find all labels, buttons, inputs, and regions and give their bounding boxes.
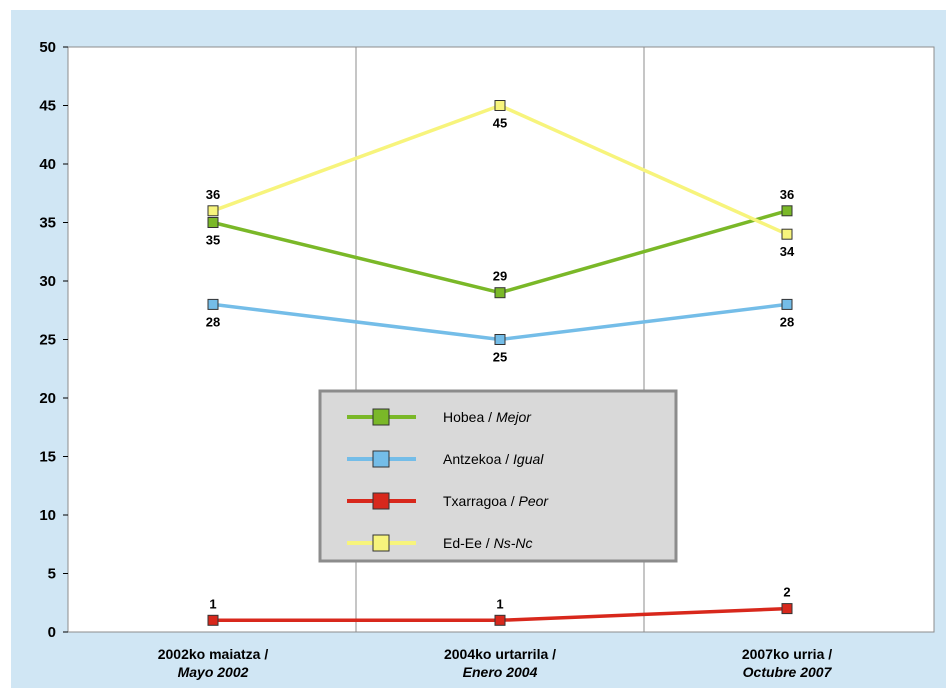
y-tick-label: 20 [39, 390, 56, 407]
data-point-hobea [781, 205, 793, 217]
data-label: 36 [780, 187, 794, 202]
legend-label: Antzekoa / Igual [443, 451, 544, 467]
data-label: 35 [206, 233, 220, 248]
legend-swatch-marker [372, 450, 390, 468]
data-point-ed-ee [781, 228, 793, 240]
data-labels: 1 1 2 28 25 28 35 29 36 36 45 34 [206, 116, 795, 612]
x-tick-label: 2004ko urtarrila / [444, 646, 556, 662]
x-tick-label-sub: Enero 2004 [463, 664, 538, 680]
y-tick-label: 5 [48, 566, 56, 583]
data-label: 2 [783, 585, 790, 600]
data-point-ed-ee [494, 100, 506, 111]
legend-swatch-marker [372, 534, 390, 552]
data-label: 28 [780, 314, 794, 329]
x-tick-label-sub: Octubre 2007 [743, 664, 833, 680]
x-axis: 2002ko maiatza / Mayo 2002 2004ko urtarril… [158, 646, 833, 680]
legend-swatch-marker [372, 408, 390, 426]
x-tick-label-sub: Mayo 2002 [178, 664, 249, 680]
data-label: 36 [206, 187, 220, 202]
data-label: 1 [496, 596, 503, 611]
x-tick-label: 2002ko maiatza / [158, 646, 269, 662]
legend-label: Hobea / Mejor [443, 409, 532, 425]
data-point-txarragoa [494, 614, 506, 626]
x-tick-label: 2007ko urria / [742, 646, 832, 662]
y-tick-label: 25 [39, 332, 56, 349]
y-tick-label: 35 [39, 215, 56, 232]
y-tick-label: 50 [39, 39, 56, 56]
data-point-hobea [207, 217, 219, 228]
legend-label: Txarragoa / Peor [443, 493, 549, 509]
data-point-antzekoa [207, 298, 219, 310]
data-label: 28 [206, 314, 220, 329]
data-point-txarragoa [781, 603, 793, 615]
data-point-antzekoa [781, 298, 793, 310]
data-label: 1 [209, 596, 216, 611]
y-tick-label: 30 [39, 273, 56, 290]
data-label: 45 [493, 116, 507, 131]
y-tick-label: 45 [39, 98, 56, 115]
y-tick-label: 0 [48, 624, 56, 641]
y-tick-label: 40 [39, 156, 56, 173]
data-label: 25 [493, 350, 507, 365]
y-axis: 0 5 10 15 20 25 30 35 40 45 50 [39, 39, 68, 641]
data-label: 34 [780, 244, 795, 259]
data-point-ed-ee [207, 205, 219, 217]
series-group [207, 100, 793, 626]
y-tick-label: 10 [39, 507, 56, 524]
legend-swatch-marker [372, 492, 390, 510]
legend: Hobea / Mejor Antzekoa / Igual Txarragoa /… [318, 389, 678, 563]
data-point-antzekoa [494, 334, 506, 345]
data-point-txarragoa [207, 614, 219, 626]
y-tick-label: 15 [39, 449, 56, 466]
legend-label: Ed-Ee / Ns-Nc [443, 535, 532, 551]
data-label: 29 [493, 269, 507, 284]
data-point-hobea [494, 287, 506, 299]
